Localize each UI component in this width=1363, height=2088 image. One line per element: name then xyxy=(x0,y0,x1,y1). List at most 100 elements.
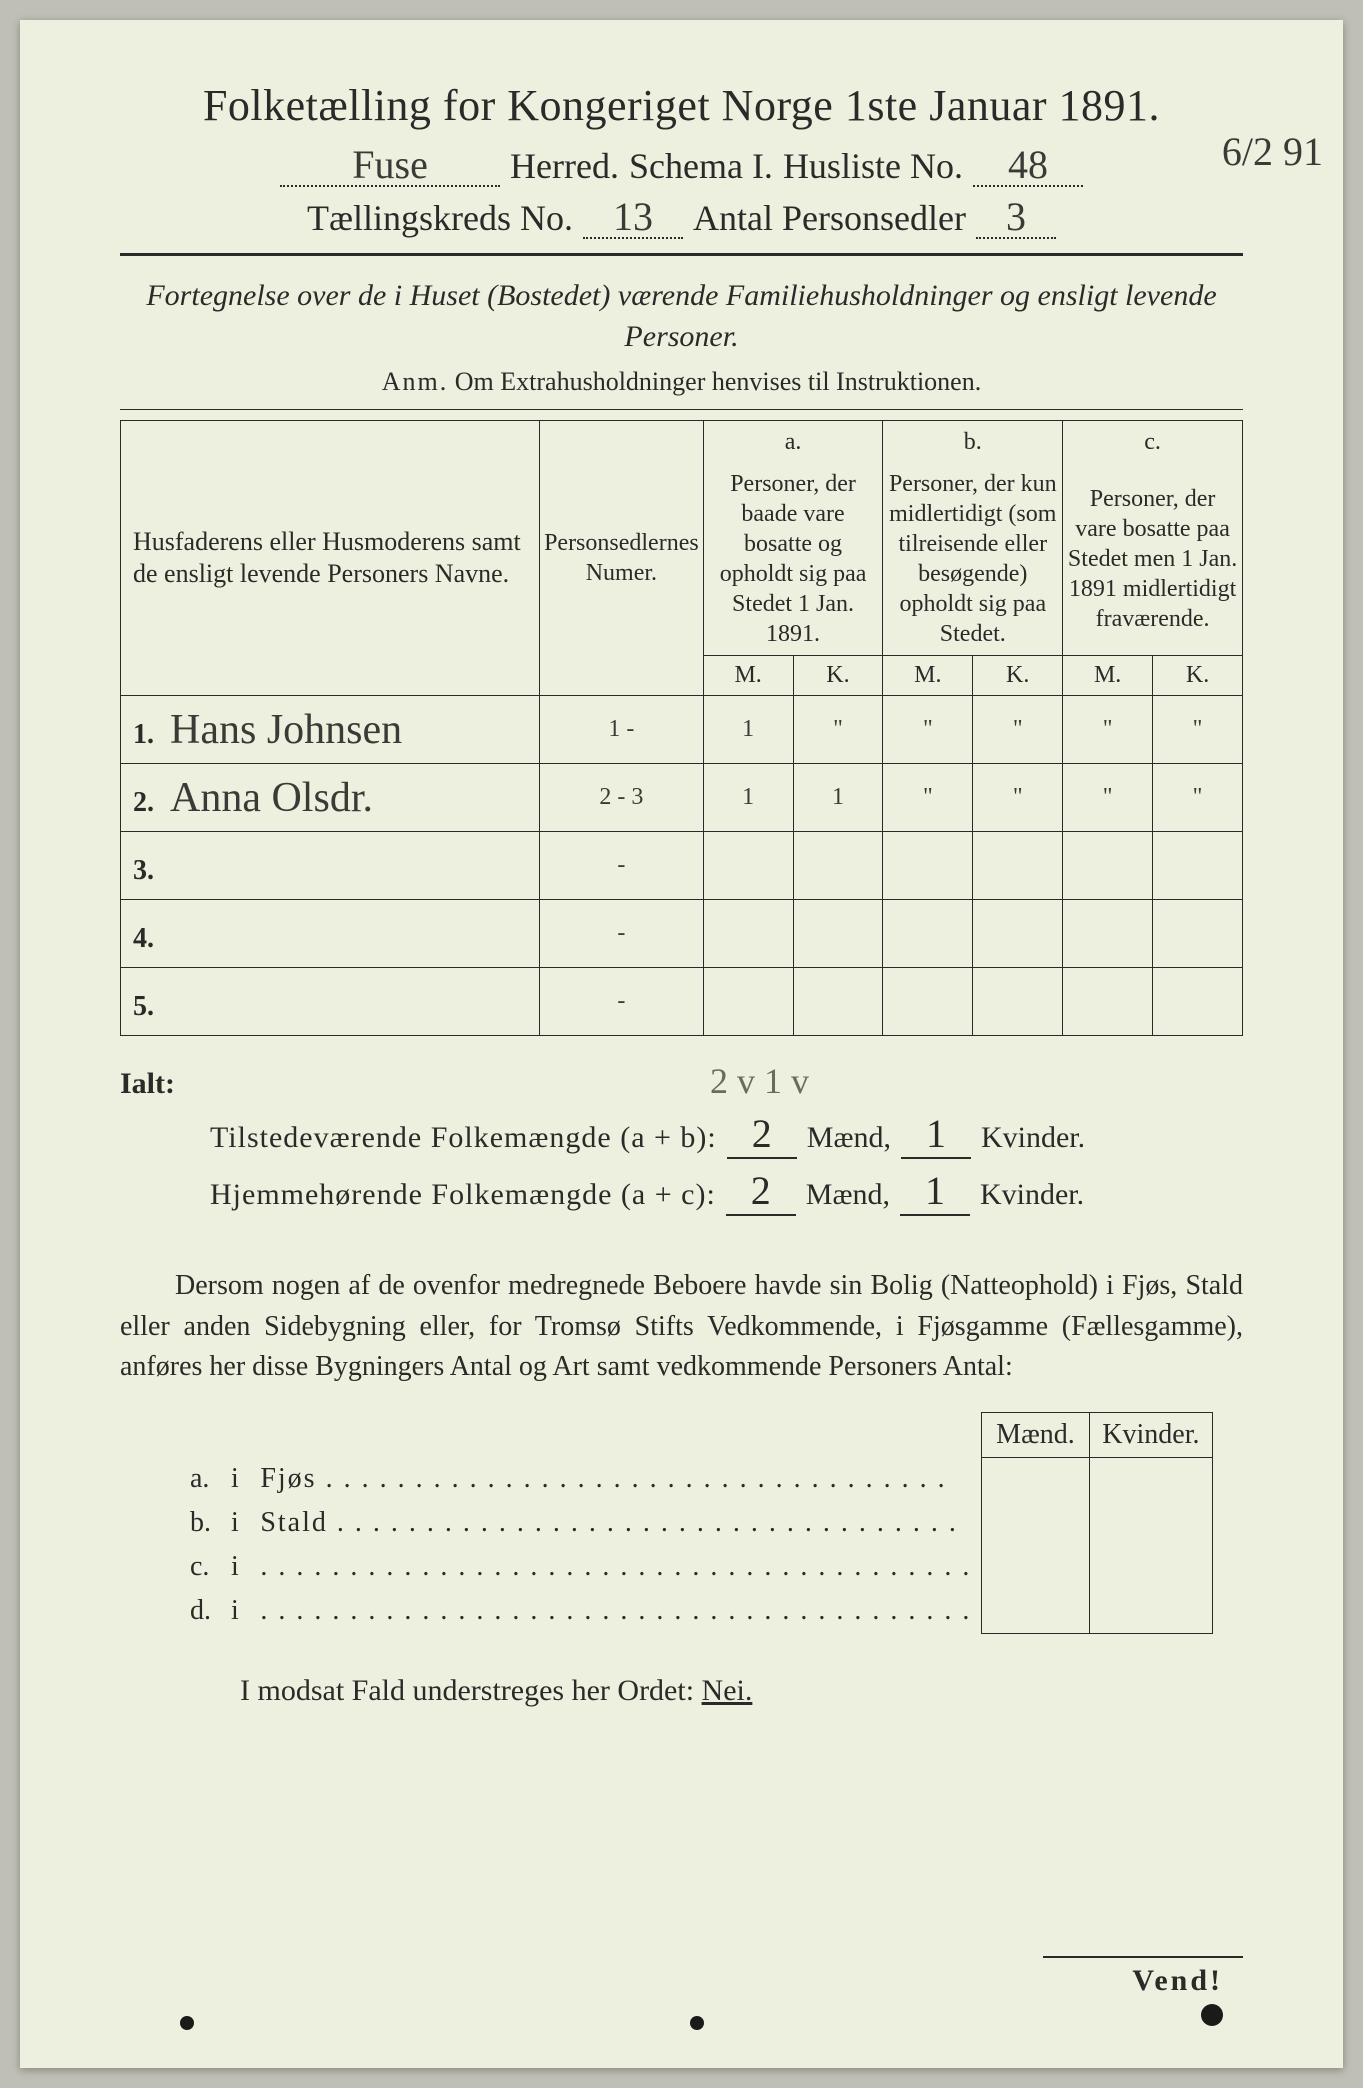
sub-cell-m xyxy=(982,1589,1089,1633)
cell-bm xyxy=(883,832,973,900)
sub-cell-k xyxy=(1089,1457,1213,1501)
totals-block: Ialt: 2 v 1 v Tilstedeværende Folkemængd… xyxy=(120,1060,1243,1216)
header-rule xyxy=(120,253,1243,256)
resident-label: Hjemmehørende Folkemængde (a + c): xyxy=(210,1178,716,1212)
form-subtitle: Fortegnelse over de i Huset (Bostedet) v… xyxy=(120,276,1243,357)
col-header-name: Husfaderens eller Husmoderens samt de en… xyxy=(121,421,540,696)
ialt-label-line: Ialt: 2 v 1 v xyxy=(120,1060,1243,1102)
sub-row-name: Stald . . . . . . . . . . . . . . . . . … xyxy=(250,1501,982,1545)
present-population-line: Tilstedeværende Folkemængde (a + b): 2 M… xyxy=(120,1110,1243,1159)
anm-text: Om Extrahusholdninger henvises til Instr… xyxy=(455,367,981,396)
cell-am xyxy=(703,968,793,1036)
sub-row-i: i xyxy=(221,1457,250,1501)
col-a-m: M. xyxy=(703,656,793,696)
form-header: Folketælling for Kongeriget Norge 1ste J… xyxy=(120,80,1243,256)
sub-row-i: i xyxy=(221,1589,250,1633)
vend-rule xyxy=(1043,1956,1243,1958)
cell-ck xyxy=(1153,900,1243,968)
cell-num: 1 - xyxy=(540,696,704,764)
col-header-c-label: c. xyxy=(1063,421,1243,464)
cell-am xyxy=(703,900,793,968)
sub-row: b. i Stald . . . . . . . . . . . . . . .… xyxy=(180,1501,1213,1545)
husliste-value: 48 xyxy=(973,145,1083,187)
cell-ck: " xyxy=(1153,764,1243,832)
herred-label: Herred. xyxy=(510,145,619,187)
col-header-a-label: a. xyxy=(703,421,883,464)
col-b-k: K. xyxy=(973,656,1063,696)
paper-defect-icon xyxy=(1201,2004,1223,2026)
person-name: Anna Olsdr. xyxy=(170,775,373,821)
cell-cm xyxy=(1063,968,1153,1036)
outbuilding-paragraph: Dersom nogen af de ovenfor medregnede Be… xyxy=(120,1266,1243,1388)
sub-name-text: Fjøs xyxy=(260,1463,316,1494)
ialt-total-handwritten: 2 v 1 v xyxy=(710,1060,809,1102)
cell-cm: " xyxy=(1063,764,1153,832)
col-header-c: Personer, der vare bosatte paa Stedet me… xyxy=(1063,463,1243,656)
sub-kvinder: Kvinder. xyxy=(1089,1412,1213,1457)
anm-rule xyxy=(120,409,1243,410)
vend-label: Vend! xyxy=(1132,1964,1223,1998)
sub-name-text: Stald xyxy=(260,1507,328,1538)
col-header-a: Personer, der baade vare bosatte og opho… xyxy=(703,463,883,656)
sub-row-name: . . . . . . . . . . . . . . . . . . . . … xyxy=(250,1589,982,1633)
annotation-line: Anm. Om Extrahusholdninger henvises til … xyxy=(120,367,1243,397)
cell-ak xyxy=(793,832,883,900)
col-header-b-label: b. xyxy=(883,421,1063,464)
main-table: Husfaderens eller Husmoderens samt de en… xyxy=(120,420,1243,1036)
sub-row-i: i xyxy=(221,1545,250,1589)
cell-am xyxy=(703,832,793,900)
col-b-m: M. xyxy=(883,656,973,696)
cell-bm: " xyxy=(883,696,973,764)
cell-bk: " xyxy=(973,696,1063,764)
herred-value: Fuse xyxy=(280,145,500,187)
margin-date-annotation: 6/2 91 xyxy=(1222,128,1323,175)
cell-bm xyxy=(883,968,973,1036)
cell-name: 2. Anna Olsdr. xyxy=(121,764,540,832)
nei-prefix: I modsat Fald understreges her Ordet: xyxy=(240,1674,702,1707)
person-name: Hans Johnsen xyxy=(170,707,402,753)
sub-row-letter: d. xyxy=(180,1589,221,1633)
cell-ak: 1 xyxy=(793,764,883,832)
cell-ak: " xyxy=(793,696,883,764)
resident-men: 2 xyxy=(726,1167,796,1216)
header-line-2: Fuse Herred. Schema I. Husliste No. 48 xyxy=(120,145,1243,187)
maend-label: Mænd, xyxy=(807,1121,891,1155)
sub-cell-k xyxy=(1089,1589,1213,1633)
cell-name: 5. xyxy=(121,968,540,1036)
sub-row: d. i . . . . . . . . . . . . . . . . . .… xyxy=(180,1589,1213,1633)
col-c-m: M. xyxy=(1063,656,1153,696)
table-row: 2. Anna Olsdr. 2 - 3 1 1 " " " " xyxy=(121,764,1243,832)
cell-bk xyxy=(973,900,1063,968)
sub-row-name: . . . . . . . . . . . . . . . . . . . . … xyxy=(250,1545,982,1589)
sub-cell-k xyxy=(1089,1501,1213,1545)
resident-population-line: Hjemmehørende Folkemængde (a + c): 2 Mæn… xyxy=(120,1167,1243,1216)
header-line-3: Tællingskreds No. 13 Antal Personsedler … xyxy=(120,197,1243,239)
sub-cell-k xyxy=(1089,1545,1213,1589)
table-row: 5. - xyxy=(121,968,1243,1036)
row-number: 3. xyxy=(133,855,164,886)
cell-name: 3. xyxy=(121,832,540,900)
col-c-k: K. xyxy=(1153,656,1243,696)
paper-defect-icon xyxy=(180,2016,194,2030)
resident-women: 1 xyxy=(900,1167,970,1216)
row-number: 1. xyxy=(133,719,164,750)
cell-am: 1 xyxy=(703,696,793,764)
outbuilding-table: Mænd. Kvinder. a. i Fjøs . . . . . . . .… xyxy=(180,1412,1213,1634)
row-number: 4. xyxy=(133,923,164,954)
sub-cell-m xyxy=(982,1545,1089,1589)
maend-label: Mænd, xyxy=(806,1178,890,1212)
present-label: Tilstedeværende Folkemængde (a + b): xyxy=(210,1121,717,1155)
nei-word: Nei. xyxy=(702,1674,753,1707)
cell-bm: " xyxy=(883,764,973,832)
cell-ak xyxy=(793,900,883,968)
sub-row-name: Fjøs . . . . . . . . . . . . . . . . . .… xyxy=(250,1457,982,1501)
sub-maend: Mænd. xyxy=(982,1412,1089,1457)
cell-am: 1 xyxy=(703,764,793,832)
sub-cell-m xyxy=(982,1457,1089,1501)
col-a-k: K. xyxy=(793,656,883,696)
col-header-num: Personsedlernes Numer. xyxy=(540,421,704,696)
sub-row-letter: b. xyxy=(180,1501,221,1545)
form-title: Folketælling for Kongeriget Norge 1ste J… xyxy=(120,80,1243,131)
kreds-value: 13 xyxy=(583,197,683,239)
cell-ck xyxy=(1153,832,1243,900)
